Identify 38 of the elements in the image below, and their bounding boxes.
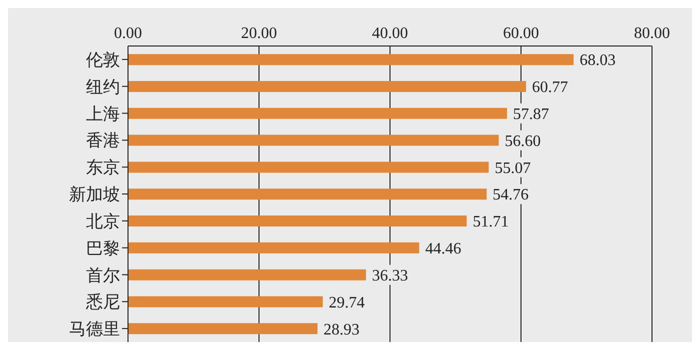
data-label: 36.33 xyxy=(372,267,408,284)
data-label: 57.87 xyxy=(513,106,550,123)
bar xyxy=(128,269,366,280)
y-tick-label: 新加坡 xyxy=(69,185,120,204)
bar xyxy=(128,162,489,173)
bar xyxy=(128,80,526,92)
y-tick-label: 巴黎 xyxy=(86,238,120,258)
y-tick-label: 北京 xyxy=(86,212,120,231)
y-tick-label: 纽约 xyxy=(86,77,120,96)
x-tick-label: 40.00 xyxy=(372,25,408,42)
bar xyxy=(128,108,508,119)
data-label: 55.07 xyxy=(494,160,531,177)
data-label: 29.74 xyxy=(328,294,365,312)
bar xyxy=(128,216,467,227)
y-tick-label: 首尔 xyxy=(86,266,120,285)
data-label: 54.76 xyxy=(492,186,529,204)
data-label: 56.60 xyxy=(504,132,541,150)
bar xyxy=(128,134,499,146)
x-tick-label: 0.00 xyxy=(114,25,142,42)
bar xyxy=(128,296,323,308)
x-tick-label: 60.00 xyxy=(503,25,539,42)
x-tick-label: 20.00 xyxy=(241,25,277,42)
data-label: 28.93 xyxy=(323,321,360,338)
data-label: 68.03 xyxy=(580,52,616,70)
y-tick-label: 上海 xyxy=(86,104,120,124)
y-tick-label: 悉尼 xyxy=(85,292,120,312)
y-tick-label: 伦敦 xyxy=(86,50,120,70)
data-label: 44.46 xyxy=(425,240,462,258)
y-tick-label: 马德里 xyxy=(69,320,120,339)
y-tick-label: 东京 xyxy=(86,158,120,178)
bar xyxy=(128,323,318,334)
bar xyxy=(128,242,420,254)
bar xyxy=(128,188,487,200)
y-tick-label: 香港 xyxy=(86,131,120,150)
data-label: 51.71 xyxy=(472,214,509,231)
data-label: 60.77 xyxy=(532,79,568,96)
bar xyxy=(128,54,574,66)
x-tick-label: 80.00 xyxy=(634,25,670,42)
